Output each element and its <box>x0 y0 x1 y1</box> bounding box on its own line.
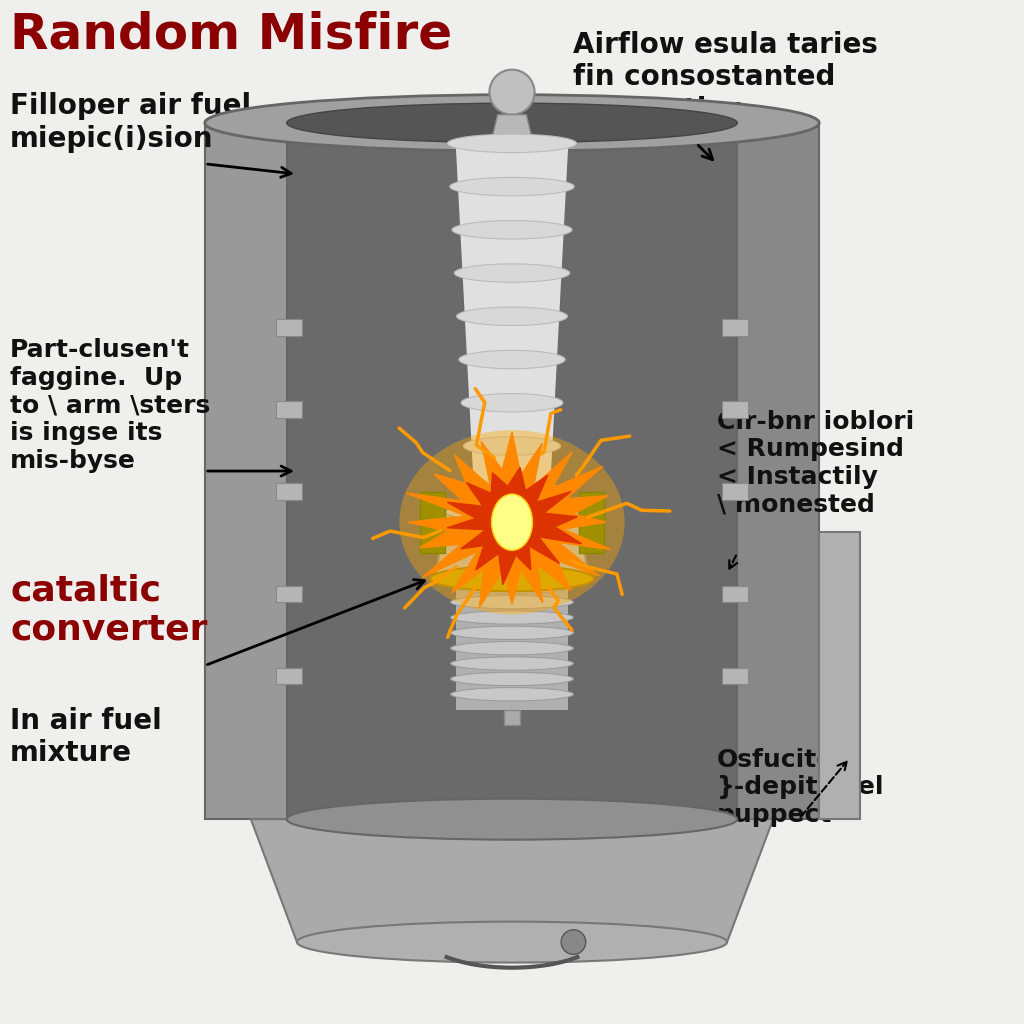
Text: Osfucite
}-depiterfel
puppect: Osfucite }-depiterfel puppect <box>717 748 885 827</box>
Bar <box>276 319 302 336</box>
Bar <box>722 319 748 336</box>
Circle shape <box>489 70 535 115</box>
Text: Random Misfire: Random Misfire <box>10 10 453 58</box>
Bar <box>276 586 302 602</box>
Ellipse shape <box>297 922 727 963</box>
Polygon shape <box>420 492 445 553</box>
Ellipse shape <box>430 565 594 592</box>
Polygon shape <box>447 467 582 585</box>
Circle shape <box>561 930 586 954</box>
Text: Airflow esula taries
fin consostanted
conpastion: Airflow esula taries fin consostanted co… <box>573 31 879 124</box>
Text: cataltic
converter: cataltic converter <box>10 573 208 647</box>
Ellipse shape <box>399 430 625 614</box>
Ellipse shape <box>492 495 532 551</box>
Polygon shape <box>435 512 589 579</box>
Ellipse shape <box>205 95 819 151</box>
Bar <box>722 483 748 500</box>
Ellipse shape <box>451 641 573 655</box>
Text: Part-clusen't
faggine.  Up
to \ arm \sters
is ingse its
mis-byse: Part-clusen't faggine. Up to \ arm \ster… <box>10 338 211 473</box>
Ellipse shape <box>461 393 563 412</box>
Polygon shape <box>287 123 737 819</box>
Ellipse shape <box>466 480 558 499</box>
Polygon shape <box>251 819 773 942</box>
Ellipse shape <box>455 264 569 283</box>
Polygon shape <box>407 432 610 608</box>
Ellipse shape <box>451 596 573 608</box>
Ellipse shape <box>459 350 565 369</box>
Bar <box>722 668 748 684</box>
Ellipse shape <box>451 626 573 639</box>
Polygon shape <box>504 710 520 725</box>
Ellipse shape <box>451 610 573 624</box>
Polygon shape <box>579 492 604 553</box>
Ellipse shape <box>468 523 556 542</box>
Bar <box>276 668 302 684</box>
Ellipse shape <box>287 103 737 142</box>
Ellipse shape <box>452 220 572 239</box>
Ellipse shape <box>447 134 577 153</box>
Ellipse shape <box>287 799 737 840</box>
Ellipse shape <box>451 688 573 700</box>
Bar <box>276 483 302 500</box>
Text: Clr-bnr ioblori
< Rumpesind
< Instactily
\ monested: Clr-bnr ioblori < Rumpesind < Instactily… <box>717 410 914 517</box>
Polygon shape <box>819 532 860 819</box>
Polygon shape <box>456 587 568 710</box>
Bar <box>276 401 302 418</box>
Ellipse shape <box>464 437 560 456</box>
Polygon shape <box>737 123 819 819</box>
Bar <box>722 401 748 418</box>
Ellipse shape <box>451 657 573 671</box>
Ellipse shape <box>451 673 573 686</box>
Ellipse shape <box>457 307 567 326</box>
Ellipse shape <box>450 177 574 196</box>
Text: Filloper air fuel
miepic(i)sion: Filloper air fuel miepic(i)sion <box>10 92 251 153</box>
Ellipse shape <box>445 502 579 522</box>
Polygon shape <box>205 123 287 819</box>
Polygon shape <box>456 143 568 532</box>
Bar <box>722 586 748 602</box>
Polygon shape <box>489 115 535 148</box>
Text: In air fuel
mixture: In air fuel mixture <box>10 707 162 767</box>
Ellipse shape <box>451 580 573 594</box>
